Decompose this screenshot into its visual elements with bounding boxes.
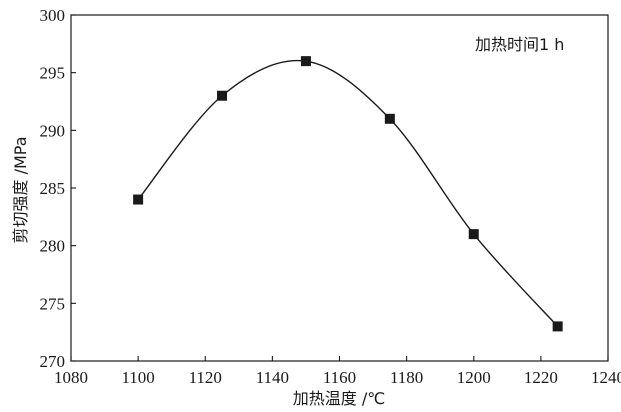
- x-tick-label: 1160: [323, 368, 356, 387]
- x-tick-label: 1220: [524, 368, 558, 387]
- x-axis-title: 加热温度 /℃: [293, 389, 385, 408]
- y-axis-tick-labels: 270 275 280 285 290 295 300: [40, 6, 66, 371]
- x-axis-tick-labels: 1080 1100 1120 1140 1160 1180 1200 1220 1240: [54, 368, 621, 387]
- x-tick-label: 1240: [591, 368, 621, 387]
- data-point-marker: [133, 194, 144, 205]
- y-axis-title: 剪切强度 /MPa: [11, 136, 30, 243]
- data-point-marker: [300, 56, 311, 67]
- plot-area-frame: [70, 14, 609, 362]
- x-tick-label: 1180: [390, 368, 423, 387]
- annotation-heating-time: 加热时间1 h: [475, 35, 564, 54]
- y-tick-label: 275: [40, 294, 66, 313]
- series-line: [137, 59, 559, 327]
- x-axis-ticks: [70, 356, 609, 361]
- x-tick-label: 1140: [256, 368, 289, 387]
- data-point-marker: [552, 321, 563, 332]
- y-tick-label: 300: [40, 6, 66, 25]
- y-axis-ticks: [71, 14, 76, 362]
- x-tick-label: 1200: [457, 368, 491, 387]
- data-point-marker: [217, 90, 228, 101]
- data-point-marker: [384, 113, 395, 124]
- y-tick-label: 285: [40, 179, 66, 198]
- x-tick-label: 1100: [121, 368, 154, 387]
- x-tick-label: 1120: [189, 368, 222, 387]
- data-point-marker: [468, 229, 479, 240]
- y-tick-label: 290: [40, 121, 66, 140]
- y-tick-label: 280: [40, 237, 66, 256]
- x-tick-label: 1080: [54, 368, 88, 387]
- y-tick-label: 295: [40, 64, 66, 83]
- y-tick-label: 270: [40, 352, 66, 371]
- series-markers: [133, 56, 563, 332]
